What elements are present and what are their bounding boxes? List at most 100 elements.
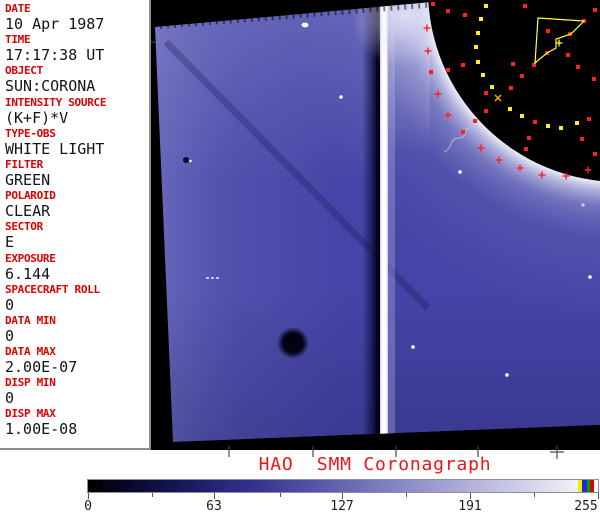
red-marker [461, 130, 465, 134]
star-dot [458, 170, 462, 174]
colorbar-reserved-color-stripe [586, 480, 590, 492]
metadata-label: OBJECT [5, 64, 43, 78]
metadata-field: SECTOR E [0, 221, 149, 252]
red-marker [473, 119, 477, 123]
metadata-field: DATA MAX 2.00E-07 [0, 346, 149, 377]
red-marker [580, 137, 584, 141]
metadata-field: POLAROID CLEAR [0, 190, 149, 221]
red-marker [446, 9, 450, 13]
occulter-rim-glow [290, 0, 600, 320]
fiducial-markers [423, 2, 597, 180]
colorbar-reserved-color-stripe [582, 480, 587, 492]
star-dot [339, 95, 343, 99]
red-marker [566, 53, 570, 57]
metadata-field: TYPE-OBS WHITE LIGHT [0, 127, 149, 159]
yellow-outline-polygon [534, 17, 586, 65]
metadata-value: 0 [5, 326, 15, 345]
colorbar-minor-tick [406, 493, 407, 497]
red-marker [431, 2, 435, 6]
metadata-field: DISP MIN 0 [0, 377, 149, 408]
yellow-marker [508, 107, 512, 111]
pylon-shadow-band [362, 0, 376, 442]
red-marker [446, 68, 450, 72]
colorbar-minor-tick [534, 493, 535, 497]
metadata-value: SUN:CORONA [5, 77, 96, 96]
colorbar-major-tick [598, 493, 599, 499]
yellow-marker [476, 31, 480, 35]
yellow-marker [481, 73, 485, 77]
red-marker [532, 63, 536, 67]
red-cross-marker [444, 111, 452, 119]
colorbar-tick-label: 191 [458, 499, 482, 514]
pylon-bright-column [380, 0, 388, 442]
red-cross-marker [477, 144, 485, 152]
metadata-value: 10 Apr 1987 [5, 15, 105, 33]
red-marker [463, 13, 467, 17]
metadata-value: 17:17:38 UT [5, 46, 105, 65]
squiggle-artifact [443, 127, 471, 153]
colorbar-tick-label: 63 [206, 499, 222, 514]
red-marker [576, 65, 580, 69]
yellow-marker [474, 45, 478, 49]
red-cross-marker [423, 24, 431, 32]
colorbar-minor-tick [152, 493, 153, 497]
metadata-label: DATA MIN [5, 313, 56, 327]
red-marker [533, 120, 537, 124]
yellow-marker [575, 121, 579, 125]
colorbar-minor-tick [280, 493, 281, 497]
metadata-label: EXPOSURE [5, 251, 56, 265]
dark-blemish [277, 327, 309, 359]
metadata-value: 2.00E-07 [5, 358, 78, 377]
metadata-label: SPACECRAFT ROLL [5, 282, 100, 296]
red-marker [593, 152, 597, 156]
colorbar-tick-label: 255 [574, 499, 598, 514]
red-cross-marker [424, 47, 432, 55]
page-title: HAO SMM Coronagraph [258, 454, 492, 475]
metadata-value: 6.144 [5, 264, 51, 283]
metadata-value: CLEAR [5, 202, 51, 221]
metadata-value: E [5, 233, 15, 252]
metadata-label: DATE [5, 2, 31, 15]
red-marker [546, 29, 550, 33]
red-cross-marker [495, 156, 503, 164]
intensity-colorbar [87, 479, 599, 493]
metadata-label: DATA MAX [5, 345, 56, 359]
yellow-marker [476, 60, 480, 64]
occulting-disk [428, 0, 600, 181]
yellow-marker [484, 4, 488, 8]
metadata-value: GREEN [5, 170, 51, 189]
metadata-label: DISP MIN [5, 376, 56, 390]
metadata-field: EXPOSURE 6.144 [0, 251, 149, 284]
red-marker [593, 8, 597, 12]
red-cross-marker [538, 171, 546, 179]
metadata-label: TIME [5, 33, 31, 47]
star-dot [588, 275, 592, 279]
red-marker [509, 86, 513, 90]
star-dot [301, 22, 309, 28]
red-marker [587, 117, 591, 121]
colorbar-major-tick [214, 493, 215, 499]
star-dot [411, 345, 415, 349]
metadata-field: TIME 17:17:38 UT [0, 34, 149, 65]
colorbar-major-tick [470, 493, 471, 499]
metadata-label: INTENSITY SOURCE [5, 95, 107, 109]
metadata-field: FILTER GREEN [0, 158, 149, 190]
metadata-field: SPACECRAFT ROLL 0 [0, 282, 149, 315]
red-cross-marker [584, 166, 592, 174]
colorbar-reserved-color-stripe [578, 480, 582, 492]
red-marker [527, 136, 531, 140]
yellow-marker [479, 17, 483, 21]
metadata-value: WHITE LIGHT [5, 139, 105, 158]
star-dot [505, 373, 509, 377]
dark-speck [183, 157, 189, 163]
orange-x-marker [494, 94, 502, 102]
metadata-label: SECTOR [5, 220, 43, 234]
red-marker [484, 91, 488, 95]
metadata-field: OBJECT SUN:CORONA [0, 65, 149, 96]
red-marker [511, 62, 515, 66]
yellow-marker [559, 126, 563, 130]
metadata-label: POLAROID [5, 189, 56, 203]
metadata-field: DISP MAX 1.00E-08 [0, 408, 149, 439]
red-marker [429, 70, 433, 74]
